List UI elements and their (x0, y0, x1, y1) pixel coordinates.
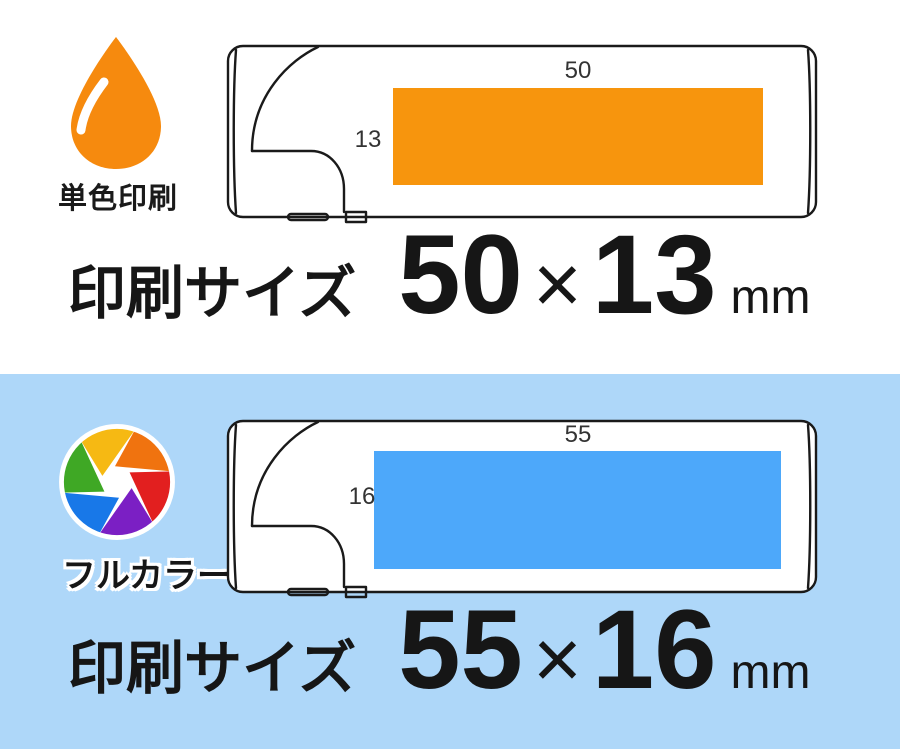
svg-text:55: 55 (565, 421, 592, 448)
svg-text:16: 16 (349, 483, 376, 510)
